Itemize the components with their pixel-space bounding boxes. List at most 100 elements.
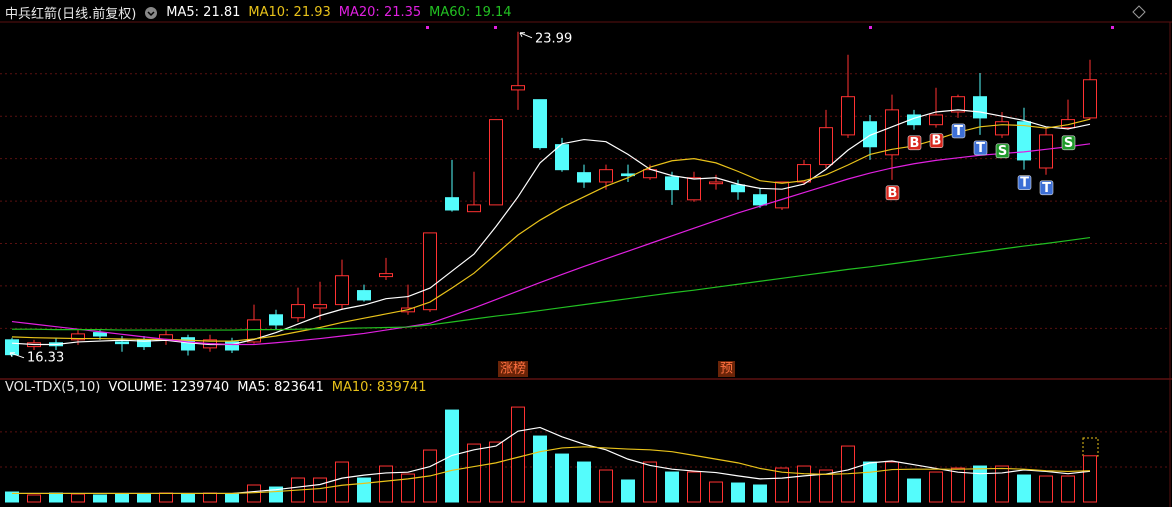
ma-line	[11, 118, 1091, 342]
volume-bar	[1039, 475, 1053, 503]
legend-entry: MA10: 839741	[331, 380, 427, 395]
candle-body	[445, 197, 459, 211]
volume-bar	[1017, 474, 1031, 503]
volume-bar	[93, 494, 107, 503]
candle-body	[357, 290, 371, 301]
volume-ma-line	[12, 446, 1091, 495]
volume-bar	[577, 461, 591, 503]
candle-body	[951, 96, 965, 113]
volume-bar	[357, 477, 371, 503]
volume-bar	[467, 443, 481, 503]
volume-bar	[203, 492, 217, 503]
volume-bar	[951, 467, 965, 503]
candle-body	[577, 172, 591, 183]
volume-bar	[1061, 475, 1075, 503]
candle-body	[797, 164, 811, 183]
signal-badge	[995, 143, 1010, 159]
signal-badge	[885, 185, 900, 201]
volume-bar	[599, 469, 613, 503]
signal-label: B	[932, 134, 942, 149]
volume-bar	[929, 471, 943, 503]
candle-body	[907, 114, 921, 126]
signal-label: T	[1042, 181, 1051, 196]
volume-bar	[643, 461, 657, 503]
candle-body	[247, 319, 261, 343]
volume-bar	[819, 469, 833, 503]
current-bar-box	[1082, 437, 1099, 457]
event-badge	[718, 361, 736, 377]
volume-bar	[863, 461, 877, 503]
marker-dot	[1111, 26, 1114, 29]
candle-body	[489, 119, 503, 206]
volume-bar	[753, 484, 767, 503]
marker-dot	[494, 26, 497, 29]
volume-bar	[731, 482, 745, 503]
signal-badge	[1061, 135, 1076, 151]
candle-body	[225, 341, 239, 351]
signal-badge	[907, 135, 922, 151]
event-label: 涨榜	[500, 361, 526, 377]
volume-header: VOL-TDX(5,10) VOLUME: 1239740 MA5: 823641…	[5, 380, 435, 395]
candle-body	[687, 177, 701, 201]
volume-bar	[313, 477, 327, 503]
volume-bar	[225, 493, 239, 503]
signal-label: S	[1064, 136, 1073, 151]
volume-bar	[995, 465, 1009, 503]
candle-body	[71, 333, 85, 341]
candle-body	[665, 176, 679, 191]
signal-label: B	[910, 136, 920, 151]
marker-dot	[869, 26, 872, 29]
volume-bar	[181, 493, 195, 503]
signal-label: B	[888, 186, 898, 201]
ma-line	[11, 143, 1091, 346]
volume-title: VOL-TDX(5,10)	[5, 380, 101, 395]
signal-badge	[1017, 175, 1032, 190]
volume-bar	[401, 473, 415, 503]
price-header: 中兵红箭(日线.前复权) MA5: 21.81 MA10: 21.93 MA20: …	[5, 3, 520, 22]
volume-bar	[511, 406, 525, 503]
signal-badge	[951, 123, 966, 139]
candle-body	[1017, 121, 1031, 161]
marker-dot	[426, 26, 429, 29]
volume-bar	[489, 441, 503, 503]
candle-body	[533, 99, 547, 149]
ma-line	[12, 236, 1091, 331]
legend-entry: MA20: 21.35	[338, 5, 422, 20]
legend-entry: MA5: 21.81	[166, 5, 241, 20]
volume-bar	[1083, 455, 1097, 503]
candle-body	[863, 121, 877, 148]
signal-badge	[973, 140, 988, 156]
volume-ma-line	[12, 426, 1091, 495]
candle-body	[511, 85, 525, 91]
candle-body	[841, 96, 855, 136]
volume-bar	[247, 484, 261, 503]
event-label: 预	[720, 362, 733, 377]
candle-body	[115, 341, 129, 345]
dropdown-icon[interactable]	[144, 6, 158, 20]
event-badge	[498, 361, 529, 377]
volume-bar	[797, 465, 811, 503]
volume-bar	[709, 481, 723, 503]
legend-entry: MA5: 823641	[237, 380, 324, 395]
candle-body	[753, 194, 767, 206]
volume-bar	[71, 493, 85, 503]
candle-body	[467, 204, 481, 213]
candle-body	[291, 304, 305, 319]
candle-body	[995, 121, 1009, 136]
legend-entry: VOLUME: 1239740	[108, 380, 230, 395]
candle-body	[335, 275, 349, 306]
settings-icon[interactable]	[1132, 5, 1146, 19]
volume-bar	[335, 461, 349, 503]
ma-line	[11, 109, 1091, 346]
candle-body	[313, 304, 327, 309]
candle-body	[709, 181, 723, 185]
volume-bar	[137, 493, 151, 503]
volume-bar	[665, 471, 679, 503]
volume-bar	[775, 467, 789, 503]
volume-bar	[687, 471, 701, 503]
volume-bar	[159, 492, 173, 503]
candle-body	[929, 114, 943, 126]
volume-bar	[973, 465, 987, 503]
